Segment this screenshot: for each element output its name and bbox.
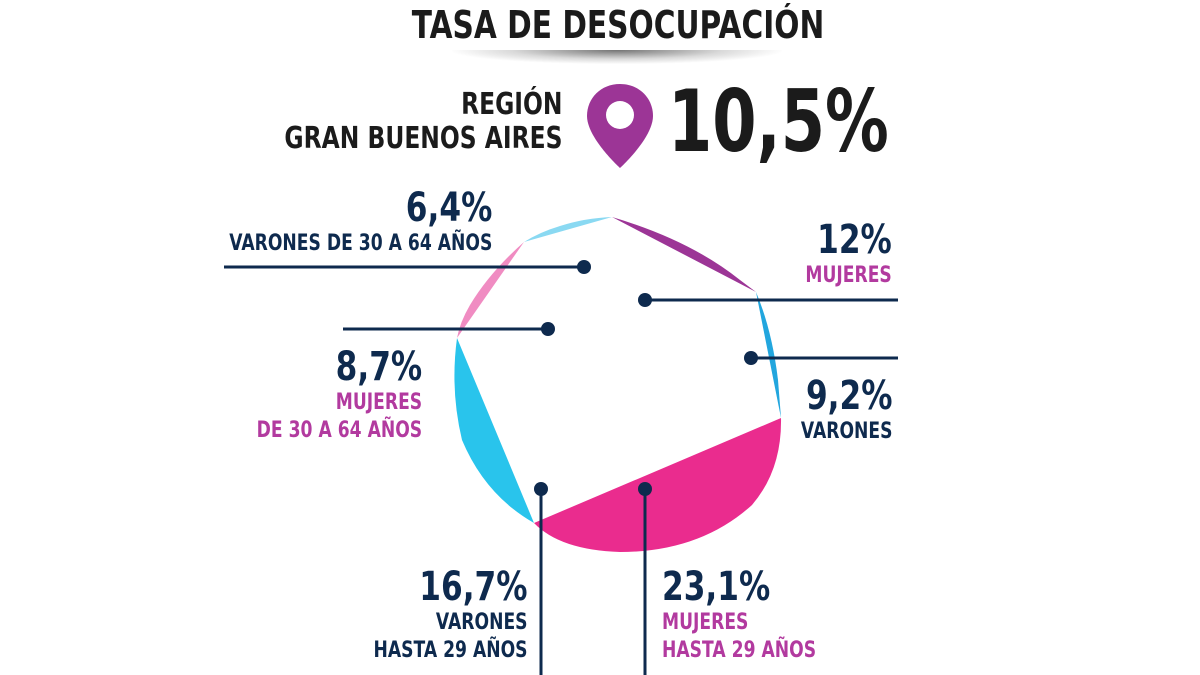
dot-mujeres-hasta-29 (638, 482, 652, 496)
dot-mujeres-30-64 (541, 322, 555, 336)
dot-varones (744, 351, 758, 365)
label-varones-hasta-29: 16,7% VARONES HASTA 29 AÑOS (374, 565, 528, 665)
desc-mujeres-hasta-29-line-2: HASTA 29 AÑOS (662, 638, 817, 663)
value-mujeres-30-64: 8,7% (335, 344, 422, 390)
value-varones-hasta-29: 16,7% (419, 564, 528, 610)
segment-mujeres-hasta-29 (534, 418, 782, 552)
label-mujeres: 12% MUJERES (806, 218, 892, 290)
value-varones-30-64: 6,4% (405, 185, 492, 231)
segment-varones (756, 292, 781, 418)
title-shadow (452, 50, 782, 64)
desc-varones-hasta-29-line-2: HASTA 29 AÑOS (373, 638, 528, 663)
label-mujeres-hasta-29: 23,1% MUJERES HASTA 29 AÑOS (662, 565, 816, 665)
value-varones: 9,2% (805, 373, 892, 419)
location-pin-icon (587, 84, 653, 168)
desc-mujeres-30-64-line-2: DE 30 A 64 AÑOS (256, 418, 422, 443)
label-mujeres-30-64: 8,7% MUJERES DE 30 A 64 AÑOS (257, 345, 422, 445)
value-mujeres: 12% (817, 217, 892, 263)
segment-varones-30-64 (524, 217, 612, 242)
desc-varones: VARONES (800, 419, 892, 444)
label-varones-30-64: 6,4% VARONES DE 30 A 64 AÑOS (229, 186, 492, 258)
chart-title: TASA DE DESOCUPACIÓN (411, 3, 825, 47)
dot-mujeres (638, 293, 652, 307)
segment-varones-hasta-29 (454, 338, 534, 523)
desc-varones-30-64: VARONES DE 30 A 64 AÑOS (228, 231, 492, 256)
region-line-2: GRAN BUENOS AIRES (283, 121, 562, 156)
desc-varones-hasta-29-line-1: VARONES (436, 610, 528, 635)
desc-mujeres-30-64-line-1: MUJERES (335, 390, 422, 415)
dot-varones-30-64 (577, 260, 591, 274)
desc-mujeres: MUJERES (805, 263, 892, 288)
value-mujeres-hasta-29: 23,1% (662, 564, 771, 610)
region-rate: 10,5% (668, 72, 889, 172)
dot-varones-hasta-29 (534, 482, 548, 496)
region-label: REGIÓN GRAN BUENOS AIRES (284, 88, 562, 156)
segment-mujeres (612, 217, 756, 292)
region-line-1: REGIÓN (460, 87, 562, 122)
desc-mujeres-hasta-29-line-1: MUJERES (662, 610, 749, 635)
label-varones: 9,2% VARONES (800, 374, 892, 446)
